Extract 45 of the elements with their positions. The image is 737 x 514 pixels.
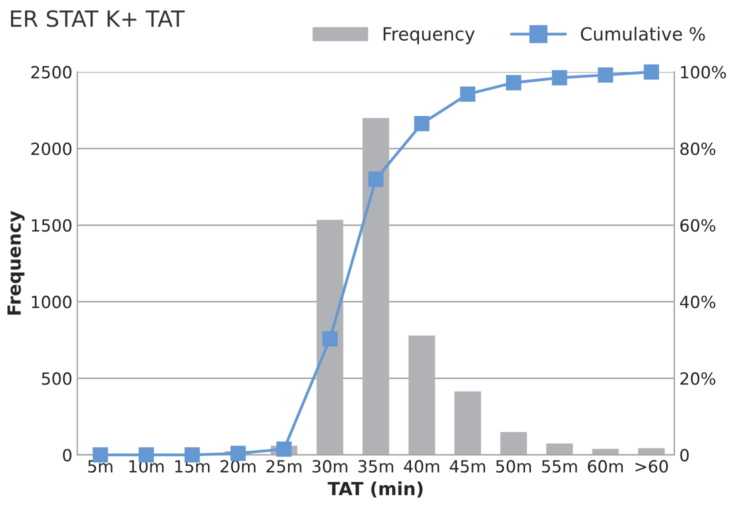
x-tick-label: 50m: [496, 460, 531, 473]
bar: [638, 448, 665, 455]
y2-tick-label: 100%: [681, 66, 726, 79]
y-tick-label: 0: [63, 448, 72, 462]
y-axis-title: Frequency: [7, 210, 25, 315]
bar: [546, 443, 573, 455]
chart-title: ER STAT K+ TAT: [11, 10, 185, 28]
y2-tick-label: 20%: [680, 372, 716, 385]
legend-label: Frequency: [384, 27, 475, 44]
x-tick-label: 25m: [266, 460, 302, 473]
x-tick-label: 40m: [404, 460, 440, 473]
point: [460, 86, 476, 102]
point: [506, 75, 522, 90]
point: [644, 64, 660, 80]
bar: [592, 448, 619, 455]
x-axis-title: TAT (min): [328, 481, 423, 498]
point: [368, 172, 384, 187]
y-tick-label: 1000: [32, 296, 72, 308]
point: [598, 67, 614, 83]
point: [414, 116, 430, 132]
y-tick-label: 500: [42, 372, 72, 385]
y2-tick-label: 0: [680, 448, 689, 462]
y2-tick-label: 40%: [680, 296, 716, 308]
x-tick-label: 45m: [450, 460, 486, 473]
x-tick-label: 5m: [88, 460, 112, 473]
point: [322, 331, 338, 346]
legend-label: Cumulative %: [580, 26, 705, 41]
x-tick-label: 20m: [220, 460, 256, 473]
x-tick-label: >60: [636, 460, 668, 473]
x-tick-label: 60m: [588, 460, 623, 473]
y-tick-label: 1500: [32, 219, 72, 232]
x-tick-label: 35m: [358, 460, 394, 473]
bar: [454, 391, 482, 455]
y2-tick-label: 60%: [680, 219, 716, 232]
y-tick-label: 2500: [31, 66, 72, 79]
y2-tick-label: 80%: [680, 142, 716, 156]
bar: [362, 118, 390, 455]
bar: [408, 335, 436, 455]
x-tick-label: 30m: [312, 460, 348, 473]
point: [276, 442, 292, 457]
point: [552, 70, 568, 86]
bar: [500, 432, 527, 455]
x-tick-label: 55m: [542, 460, 577, 473]
bar: [316, 220, 344, 455]
y-tick-label: 2000: [31, 142, 72, 156]
